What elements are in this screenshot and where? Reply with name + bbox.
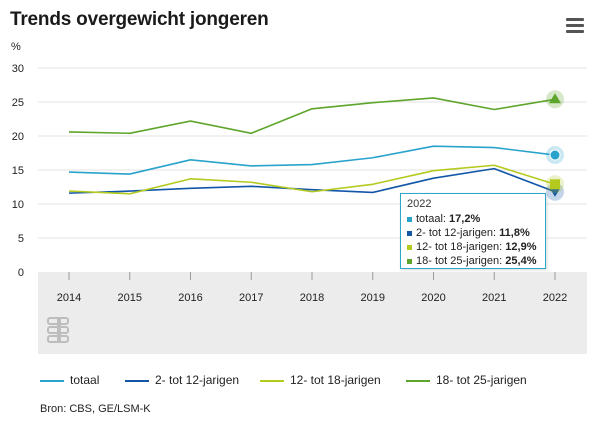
tooltip-label: 18- tot 25-jarigen: bbox=[416, 255, 506, 267]
tooltip-value: 12,9% bbox=[505, 241, 537, 253]
x-tick-label: 2019 bbox=[361, 292, 385, 304]
series-line bbox=[68, 145, 556, 175]
tooltip-swatch bbox=[407, 244, 412, 250]
tooltip-year: 2022 bbox=[407, 198, 432, 210]
tooltip-label: 2- tot 12-jarigen: bbox=[416, 227, 500, 239]
tooltip-row: 18- tot 25-jarigen: 25,4% bbox=[407, 254, 539, 268]
tooltip-label: 12- tot 18-jarigen: bbox=[416, 241, 506, 253]
x-tick-label: 2020 bbox=[421, 292, 445, 304]
y-tick-label: 5 bbox=[18, 233, 24, 245]
series-marker[interactable] bbox=[549, 149, 561, 161]
series-lines bbox=[68, 97, 556, 195]
series-line bbox=[68, 167, 556, 194]
legend-label: 18- tot 25-jarigen bbox=[436, 373, 527, 387]
tooltip-swatch bbox=[407, 216, 412, 222]
y-tick-label: 25 bbox=[12, 97, 24, 109]
series-marker[interactable] bbox=[549, 93, 561, 104]
x-tick-label: 2021 bbox=[482, 292, 506, 304]
y-tick-label: 10 bbox=[12, 199, 24, 211]
series-marker[interactable] bbox=[550, 188, 560, 197]
x-axis-labels: 2014 2015 2016 2017 2018 2019 2020 2021 2022 bbox=[57, 292, 567, 304]
tooltip-label: totaal: bbox=[416, 213, 450, 225]
x-axis-ticks bbox=[68, 272, 556, 280]
x-tick-label: 2016 bbox=[178, 292, 202, 304]
data-tooltip: 2022 totaal: 17,2% 2- tot 12-jarigen: 11,… bbox=[400, 193, 546, 269]
y-axis-ticks: 0 5 10 15 20 25 30 bbox=[12, 63, 24, 279]
source-note: Bron: CBS, GE/LSM-K bbox=[40, 403, 151, 415]
x-tick-label: 2018 bbox=[300, 292, 324, 304]
legend-label: 2- tot 12-jarigen bbox=[155, 373, 240, 387]
y-axis-label: % bbox=[11, 41, 21, 53]
x-tick-label: 2022 bbox=[543, 292, 567, 304]
tooltip-row: 12- tot 18-jarigen: 12,9% bbox=[407, 240, 539, 254]
tooltip-swatch bbox=[407, 230, 412, 236]
series-line bbox=[68, 164, 556, 195]
tooltip-value: 17,2% bbox=[449, 213, 481, 225]
legend-swatch bbox=[260, 380, 284, 382]
series-line bbox=[68, 97, 556, 135]
x-tick-label: 2017 bbox=[239, 292, 263, 304]
legend-swatch bbox=[40, 380, 64, 382]
y-tick-label: 30 bbox=[12, 63, 24, 75]
legend-label: totaal bbox=[70, 373, 100, 387]
y-tick-label: 20 bbox=[12, 131, 24, 143]
hamburger-menu-icon[interactable] bbox=[566, 18, 584, 34]
chart-title: Trends overgewicht jongeren bbox=[10, 9, 269, 30]
tooltip-row: 2- tot 12-jarigen: 11,8% bbox=[407, 226, 539, 240]
legend-swatch bbox=[406, 380, 430, 382]
y-tick-label: 0 bbox=[18, 267, 24, 279]
legend-swatch bbox=[125, 380, 149, 382]
series-markers bbox=[546, 90, 564, 201]
tooltip-value: 25,4% bbox=[505, 255, 537, 267]
x-tick-label: 2015 bbox=[118, 292, 142, 304]
tooltip-row: totaal: 17,2% bbox=[407, 212, 539, 226]
y-tick-label: 15 bbox=[12, 165, 24, 177]
x-axis-band bbox=[38, 272, 587, 354]
x-tick-label: 2014 bbox=[57, 292, 81, 304]
tooltip-value: 11,8% bbox=[499, 227, 530, 239]
cbs-logo-icon bbox=[47, 317, 69, 343]
series-marker[interactable] bbox=[550, 179, 560, 190]
legend-label: 12- tot 18-jarigen bbox=[290, 373, 381, 387]
tooltip-swatch bbox=[407, 258, 412, 264]
